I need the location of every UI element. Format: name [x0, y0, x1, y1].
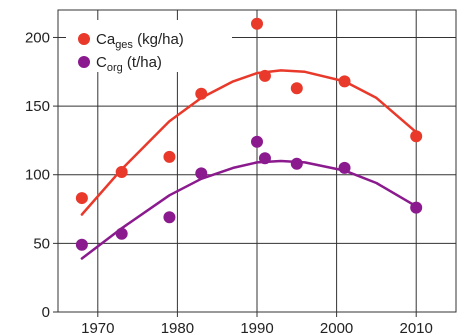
trend-line-0	[80, 69, 418, 216]
y-tick-label: 150	[25, 98, 50, 115]
legend-corg-main: C	[96, 54, 107, 71]
x-axis-ticks: 1970 1980 1990 2000 2010	[81, 312, 433, 335]
legend-background	[66, 20, 232, 72]
legend-label-ca: Cages (kg/ha)	[96, 31, 184, 51]
x-tick-label: 1980	[161, 320, 194, 335]
x-tick-label: 2000	[320, 320, 353, 335]
data-point-1	[251, 135, 263, 148]
data-point-0	[338, 75, 351, 88]
y-tick-label: 0	[42, 304, 50, 321]
data-point-0	[115, 165, 128, 178]
y-tick-label: 50	[33, 235, 50, 252]
data-point-1	[338, 161, 351, 174]
legend-corg-sub: org	[107, 62, 123, 74]
trend-line-1	[80, 159, 418, 260]
legend-ca-main: Ca	[96, 31, 116, 48]
legend-ca-unit: (kg/ha)	[133, 31, 184, 48]
y-tick-label: 200	[25, 29, 50, 46]
x-tick-label: 2010	[400, 320, 433, 335]
data-point-1	[75, 238, 88, 251]
data-point-0	[258, 69, 271, 82]
trend-lines	[80, 69, 418, 260]
data-point-0	[163, 150, 176, 163]
legend-label-corg: Corg (t/ha)	[96, 54, 162, 74]
data-point-0	[290, 82, 303, 95]
data-point-0	[410, 130, 423, 143]
legend-ca-sub: ges	[115, 39, 133, 51]
x-tick-label: 1970	[81, 320, 114, 335]
data-points	[75, 17, 423, 251]
data-point-1	[410, 201, 423, 214]
legend: Cages (kg/ha) Corg (t/ha)	[66, 20, 232, 74]
data-point-1	[290, 157, 303, 170]
data-point-1	[195, 167, 208, 180]
legend-marker-corg	[78, 56, 90, 68]
y-axis-ticks: 0 50 100 150 200	[25, 29, 58, 321]
data-point-1	[258, 152, 271, 165]
legend-corg-unit: (t/ha)	[123, 54, 162, 71]
data-point-0	[195, 87, 208, 100]
data-point-1	[163, 211, 176, 224]
data-point-0	[251, 17, 263, 30]
y-tick-label: 100	[25, 167, 50, 184]
data-point-1	[115, 227, 128, 240]
legend-marker-ca	[78, 33, 90, 45]
data-point-0	[75, 192, 88, 205]
x-tick-label: 1990	[240, 320, 273, 335]
